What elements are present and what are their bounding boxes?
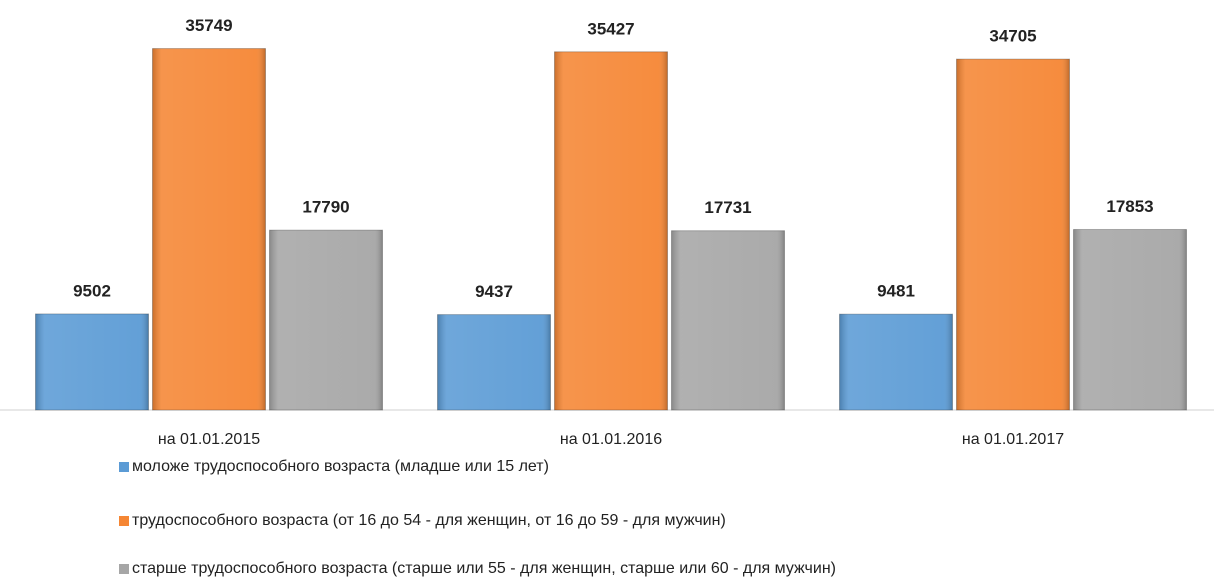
legend-swatch	[119, 516, 129, 526]
legend-label: старше трудоспособного возраста (старше …	[132, 560, 836, 577]
bar	[671, 230, 785, 411]
data-label: 35427	[587, 19, 634, 38]
x-tick-label: на 01.01.2015	[158, 431, 260, 448]
legend-label: моложе трудоспособного возраста (младше …	[132, 458, 549, 475]
data-label: 34705	[989, 27, 1036, 46]
bar	[269, 229, 383, 411]
data-label: 9502	[73, 281, 111, 300]
data-label: 9481	[877, 282, 915, 301]
x-tick-label: на 01.01.2016	[560, 431, 662, 448]
x-tick-label: на 01.01.2017	[962, 431, 1064, 448]
bar	[1073, 228, 1187, 411]
data-label: 35749	[185, 16, 232, 35]
data-label: 17731	[704, 198, 751, 217]
legend-swatch	[119, 462, 129, 472]
data-label: 17853	[1106, 197, 1153, 216]
legend-label: трудоспособного возраста (от 16 до 54 - …	[132, 512, 726, 529]
bar	[152, 48, 266, 411]
bar	[839, 313, 953, 411]
data-label: 9437	[475, 282, 513, 301]
legend-swatch	[119, 564, 129, 574]
bar	[554, 51, 668, 411]
data-label: 17790	[302, 198, 349, 217]
bar	[956, 58, 1070, 411]
bar	[437, 314, 551, 411]
bar	[35, 313, 149, 411]
